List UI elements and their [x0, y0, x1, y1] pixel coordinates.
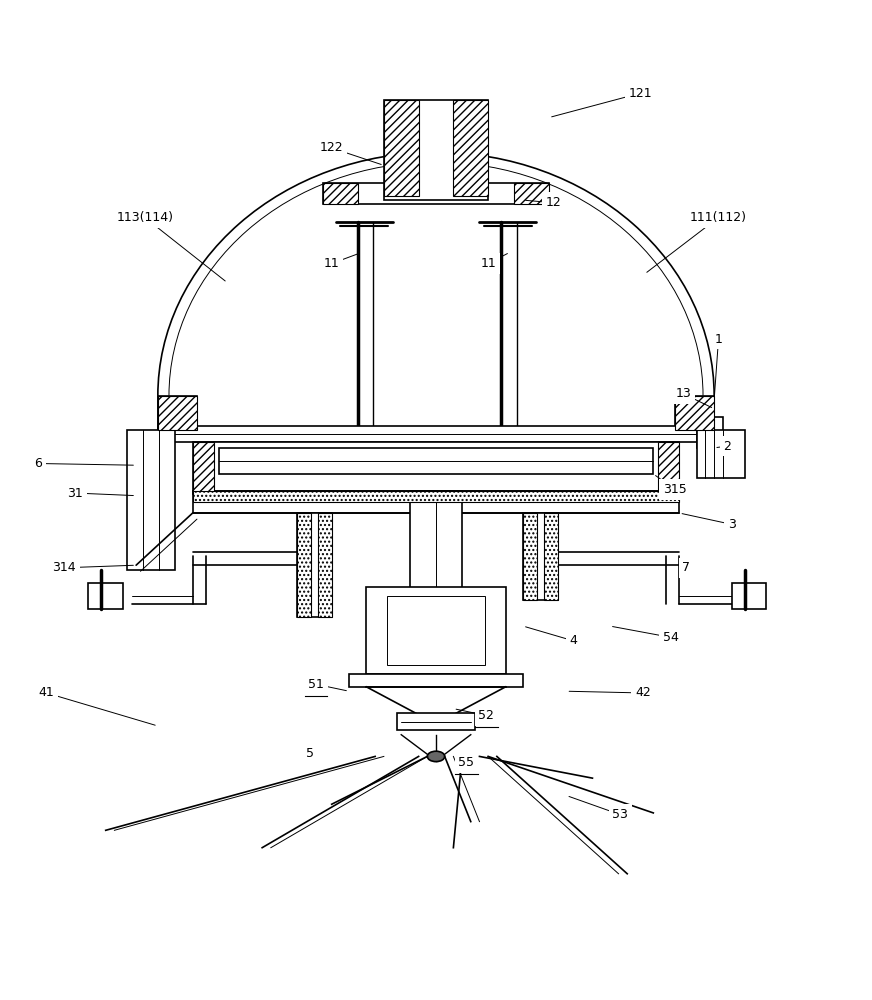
Text: 2: 2 — [723, 440, 731, 453]
Bar — [387, 596, 485, 665]
Bar — [317, 513, 331, 617]
Text: 52: 52 — [479, 709, 494, 722]
Bar — [410, 491, 462, 665]
Bar — [193, 491, 679, 502]
Text: 121: 121 — [629, 87, 652, 100]
Bar — [384, 100, 419, 196]
Text: 113(114): 113(114) — [116, 211, 174, 224]
Bar — [297, 513, 331, 617]
Bar — [697, 417, 723, 448]
Text: 42: 42 — [635, 686, 651, 699]
Text: 13: 13 — [676, 387, 691, 400]
Bar — [297, 513, 310, 617]
Bar — [193, 442, 679, 494]
Text: 53: 53 — [612, 808, 628, 821]
Bar — [675, 396, 714, 430]
Bar — [193, 491, 679, 513]
Text: 11: 11 — [480, 257, 496, 270]
Bar — [366, 587, 506, 674]
Text: 3: 3 — [727, 518, 735, 531]
Bar — [88, 583, 123, 609]
Bar — [323, 183, 549, 204]
Text: 41: 41 — [38, 686, 54, 699]
Bar — [349, 674, 523, 687]
Text: 314: 314 — [52, 561, 76, 574]
Bar — [158, 396, 197, 430]
Text: 6: 6 — [34, 457, 42, 470]
Text: 51: 51 — [308, 678, 324, 691]
Bar — [384, 100, 488, 200]
Bar — [453, 100, 488, 196]
Bar — [544, 513, 558, 600]
Text: 11: 11 — [324, 257, 339, 270]
Text: 1: 1 — [714, 333, 722, 346]
Bar — [397, 713, 475, 730]
Bar — [158, 426, 714, 442]
Bar — [158, 396, 197, 430]
Bar — [523, 513, 537, 600]
Text: 55: 55 — [459, 756, 474, 769]
Text: 315: 315 — [664, 483, 687, 496]
Bar — [514, 183, 549, 204]
Text: 12: 12 — [546, 196, 562, 209]
Text: 5: 5 — [306, 747, 314, 760]
Text: 111(112): 111(112) — [690, 211, 747, 224]
Ellipse shape — [427, 751, 445, 762]
Bar — [657, 442, 679, 494]
Bar — [219, 448, 653, 474]
Bar — [732, 583, 766, 609]
Bar — [127, 430, 175, 570]
Text: 7: 7 — [682, 561, 691, 574]
Bar — [675, 396, 714, 430]
Text: 122: 122 — [320, 141, 344, 154]
Bar — [523, 513, 558, 600]
Text: 31: 31 — [67, 487, 83, 500]
Bar — [323, 183, 358, 204]
Text: 4: 4 — [569, 634, 577, 647]
Text: 54: 54 — [663, 631, 678, 644]
Bar — [697, 430, 745, 478]
Bar — [193, 442, 215, 494]
